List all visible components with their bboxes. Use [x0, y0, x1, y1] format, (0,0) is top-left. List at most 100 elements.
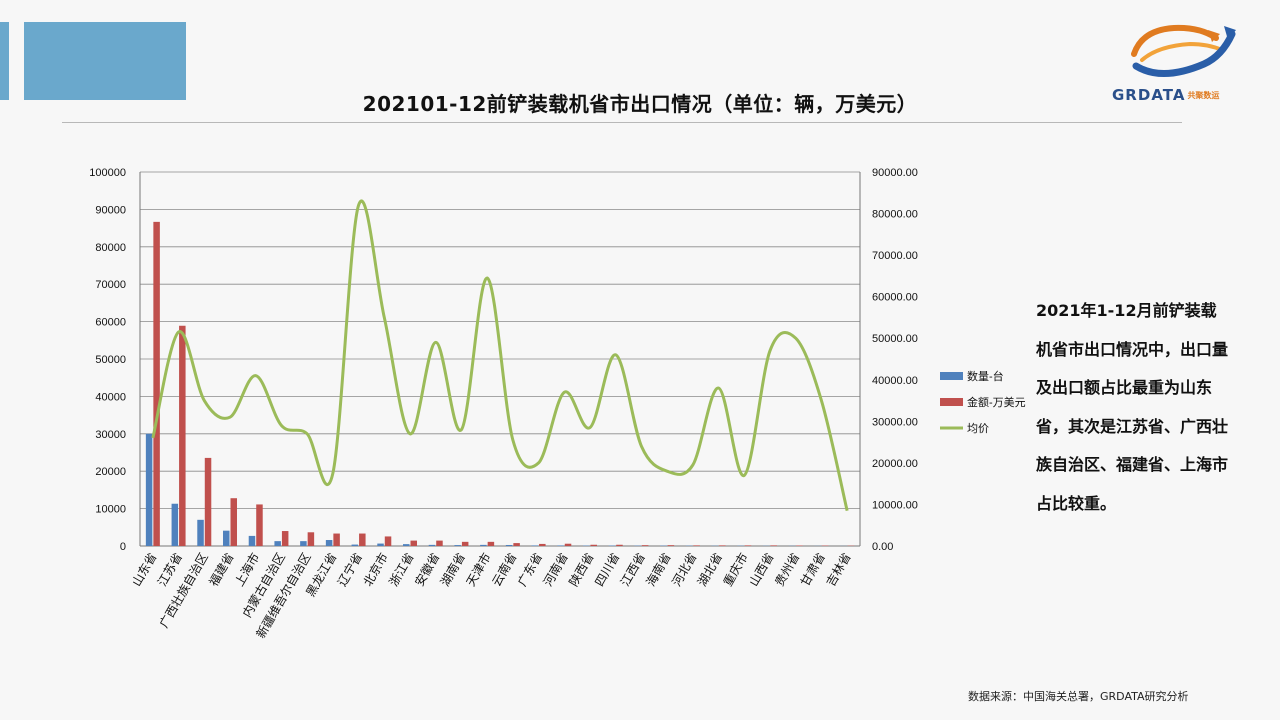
grdata-logo: GRDATA 共聚数运 [1112, 16, 1242, 104]
bar-amount [256, 504, 263, 546]
x-category-label: 四川省 [592, 551, 622, 589]
bar-quantity [248, 535, 256, 546]
y-left-tick-label: 70000 [95, 279, 126, 291]
bar-amount [667, 545, 675, 546]
bar-quantity [197, 519, 204, 546]
y-right-tick-label: 30000.00 [872, 416, 918, 428]
bar-amount [384, 536, 392, 546]
bar-amount [436, 540, 443, 546]
x-category-label: 云南省 [488, 550, 519, 589]
y-left-tick-label: 20000 [95, 466, 126, 478]
x-category-label: 广东省 [515, 551, 545, 589]
bar-amount [641, 545, 649, 546]
bar-amount [616, 544, 623, 546]
line-average-price [151, 199, 849, 512]
bar-amount [461, 541, 469, 546]
x-category-label: 山东省 [129, 551, 159, 589]
accent-bar-left [0, 22, 9, 100]
bar-amount [719, 545, 726, 546]
chart-commentary: 2021年1-12月前铲装载机省市出口情况中，出口量及出口额占比最重为山东省，其… [1036, 301, 1229, 513]
bar-quantity [325, 540, 333, 546]
bar-quantity [351, 544, 359, 546]
x-category-label: 湖北省 [694, 550, 725, 589]
bar-amount [513, 543, 520, 546]
bar-amount [230, 498, 237, 546]
page-title: 202101-12前铲装载机省市出口情况（单位：辆，万美元） [362, 92, 918, 116]
bar-quantity [480, 544, 487, 546]
x-category-label: 贵州省 [772, 551, 802, 589]
x-category-label: 天津市 [463, 550, 494, 589]
x-category-label: 浙江省 [386, 551, 416, 589]
bar-quantity [171, 503, 179, 546]
bar-amount [487, 541, 495, 546]
legend-swatch [940, 398, 963, 406]
bar-amount [564, 543, 572, 546]
y-left-tick-label: 100000 [89, 167, 126, 179]
y-left-tick-label: 90000 [95, 204, 126, 216]
bar-amount [204, 457, 212, 546]
x-category-label: 江西省 [618, 551, 648, 589]
bar-amount [770, 545, 777, 546]
x-category-label: 海南省 [643, 550, 674, 589]
legend-swatch [940, 372, 963, 380]
bar-amount [410, 540, 417, 546]
y-right-tick-label: 10000.00 [872, 499, 918, 511]
bar-amount [281, 531, 289, 546]
bar-amount [153, 221, 160, 546]
bar-amount [744, 545, 752, 546]
bar-quantity [557, 545, 564, 546]
bar-amount [333, 533, 340, 546]
bar-quantity [403, 544, 410, 546]
y-right-tick-label: 60000.00 [872, 292, 918, 304]
y-left-tick-label: 80000 [95, 242, 126, 254]
y-right-tick-label: 80000.00 [872, 209, 918, 221]
y-left-tick-label: 50000 [95, 354, 126, 366]
data-source: 数据来源：中国海关总署，GRDATA研究分析 [968, 690, 1189, 703]
legend-label: 数量-台 [967, 369, 1004, 383]
x-category-label: 重庆市 [720, 550, 751, 589]
y-right-tick-label: 40000.00 [872, 375, 918, 387]
legend-label: 均价 [967, 422, 989, 435]
x-category-label: 山西省 [746, 551, 776, 589]
bar-quantity [300, 541, 307, 546]
x-category-label: 陕西省 [566, 550, 597, 589]
y-left-tick-label: 0 [120, 541, 126, 553]
y-left-tick-label: 30000 [95, 429, 126, 441]
bar-amount [179, 325, 186, 546]
bar-quantity [505, 544, 513, 546]
bar-amount [590, 544, 597, 546]
x-category-label: 吉林省 [824, 551, 854, 589]
bar-quantity [145, 433, 153, 546]
bar-quantity [454, 545, 461, 546]
y-right-tick-label: 0.00 [872, 541, 893, 553]
x-category-label: 广西壮族自治区 [157, 551, 211, 631]
x-category-label: 北京市 [360, 550, 391, 589]
y-left-tick-label: 60000 [95, 317, 126, 329]
y-right-tick-label: 50000.00 [872, 333, 918, 345]
y-right-tick-label: 20000.00 [872, 458, 918, 470]
x-category-label: 甘肃省 [798, 551, 828, 589]
bar-amount [307, 532, 315, 546]
x-category-label: 河南省 [540, 550, 571, 589]
title-divider [62, 122, 1182, 123]
bar-quantity [428, 544, 436, 546]
y-left-tick-label: 10000 [95, 504, 126, 516]
accent-box [24, 22, 186, 100]
bar-amount [539, 543, 546, 546]
bar-quantity [531, 545, 539, 546]
y-right-tick-label: 90000.00 [872, 167, 918, 179]
bar-quantity [223, 530, 230, 546]
logo-text: GRDATA 共聚数运 [1112, 86, 1220, 104]
export-chart: 0 10000 20000 30000 40000 50000 60000 70000 8000… [89, 167, 1026, 641]
x-category-label: 湖南省 [437, 550, 468, 589]
x-category-label: 福建省 [206, 550, 237, 589]
bar-quantity [377, 543, 384, 546]
x-category-label: 安徽省 [411, 550, 442, 589]
bar-quantity [274, 541, 281, 546]
x-category-label: 河北省 [669, 551, 699, 589]
x-category-label: 辽宁省 [334, 550, 365, 589]
bar-amount [359, 533, 366, 546]
legend-label: 金额-万美元 [967, 395, 1026, 409]
bar-amount [693, 545, 700, 546]
y-right-tick-label: 70000.00 [872, 250, 918, 262]
